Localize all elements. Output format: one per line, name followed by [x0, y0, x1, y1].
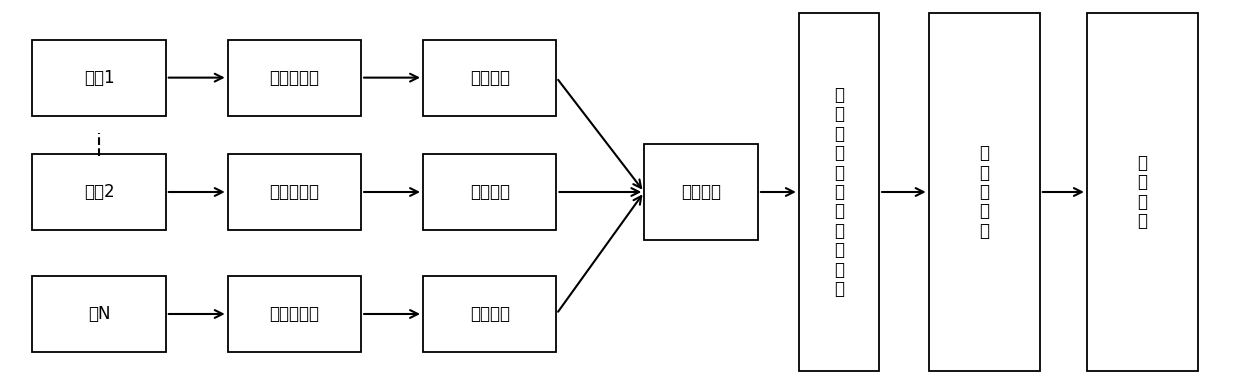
Text: 图傃1: 图傃1 [84, 69, 114, 87]
Bar [228, 276, 361, 352]
Bar [32, 154, 166, 230]
Bar [644, 144, 758, 240]
Text: 系数表示: 系数表示 [470, 69, 509, 87]
Bar [228, 154, 361, 230]
Bar [32, 276, 166, 352]
Text: 融
合
图
像: 融 合 图 像 [1137, 154, 1147, 230]
Bar [799, 13, 880, 371]
Bar [928, 13, 1040, 371]
Bar [422, 154, 556, 230]
Text: 融合规则: 融合规则 [681, 183, 721, 201]
Text: 融
合
图
像
多
尺
度
系
数
表
示: 融 合 图 像 多 尺 度 系 数 表 示 [834, 86, 844, 298]
Bar [422, 276, 556, 352]
Text: 图N: 图N [88, 305, 110, 323]
Text: 多
尺
度
重
构: 多 尺 度 重 构 [979, 144, 989, 240]
Text: 多尺度分解: 多尺度分解 [269, 183, 320, 201]
Text: 系数表示: 系数表示 [470, 305, 509, 323]
Text: 图傃2: 图傃2 [84, 183, 114, 201]
Text: 多尺度分解: 多尺度分解 [269, 69, 320, 87]
Text: 多尺度分解: 多尺度分解 [269, 305, 320, 323]
Bar [422, 40, 556, 116]
Text: 系数表示: 系数表示 [470, 183, 509, 201]
Bar [228, 40, 361, 116]
Bar [32, 40, 166, 116]
Bar [1087, 13, 1198, 371]
